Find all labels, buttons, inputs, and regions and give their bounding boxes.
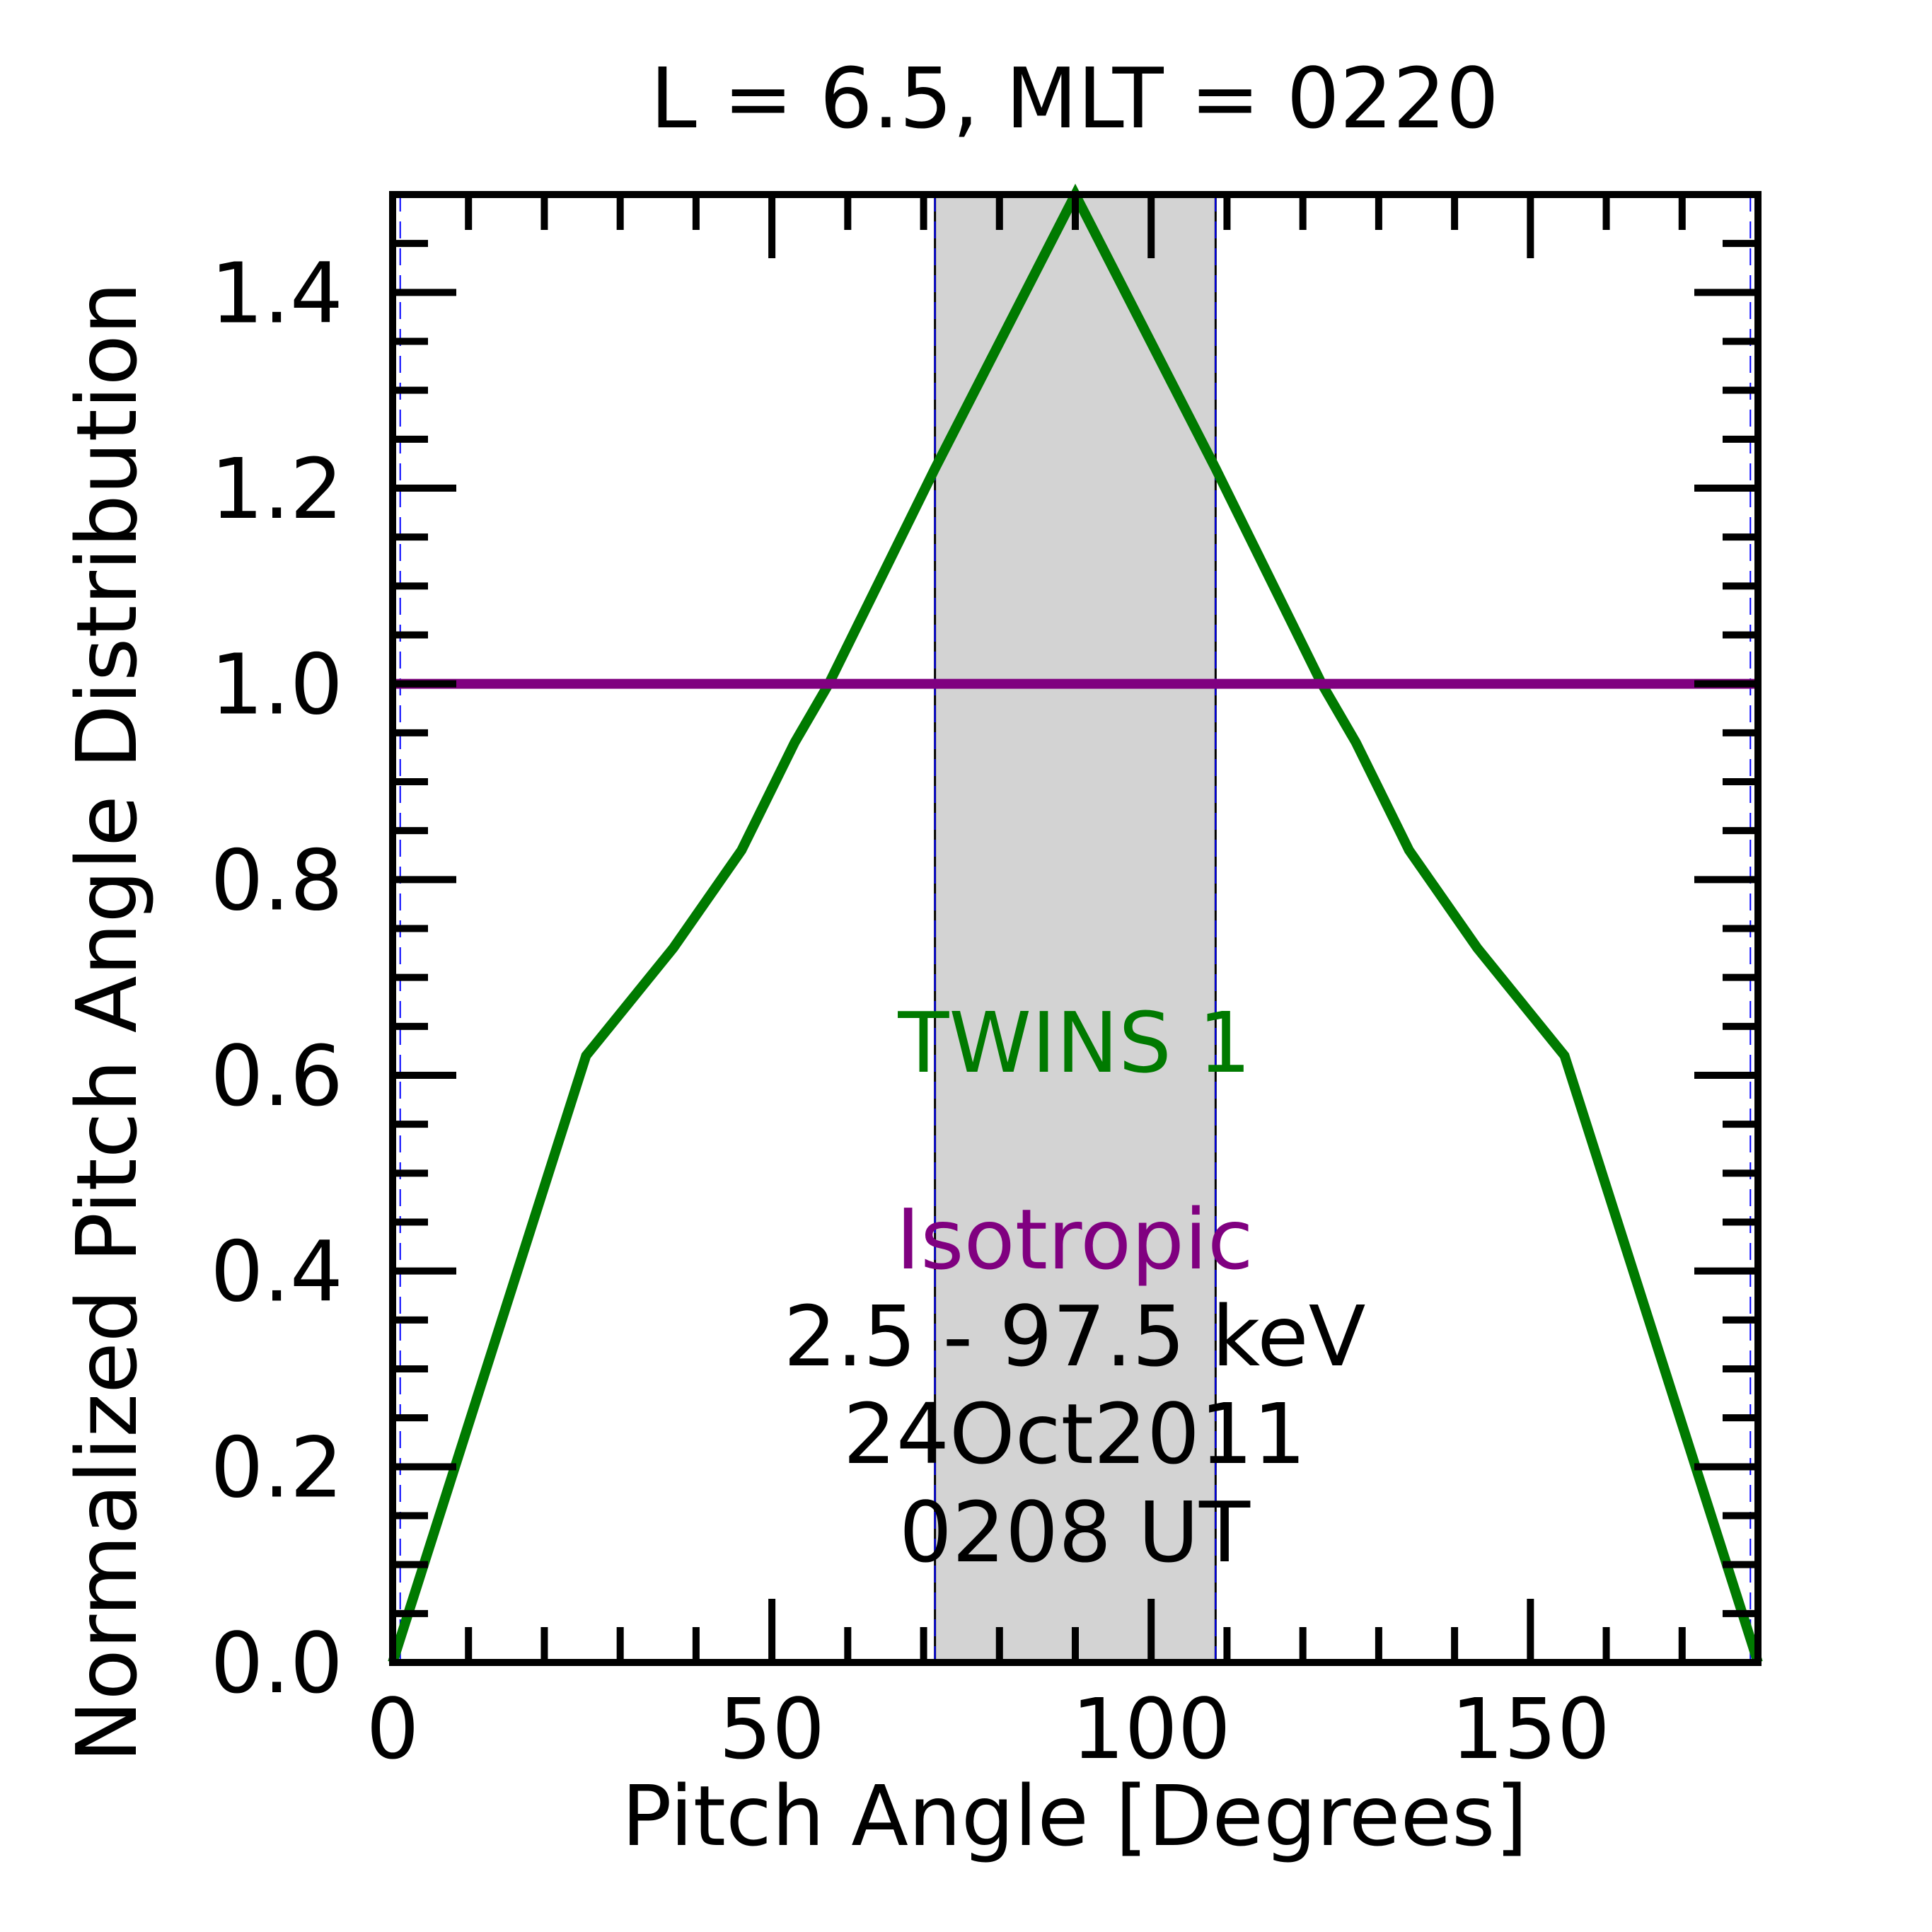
tick-labels: 0 50 100 150 0.0 0.2 0.4 0.6 0.8 1.0 1.2 1.4 — [210, 244, 1610, 1778]
energy-range-label: 2.5 - 97.5 keV — [784, 1288, 1366, 1385]
y-tick-label-1: 0.2 — [210, 1418, 343, 1516]
y-tick-label-6: 1.2 — [210, 440, 343, 538]
x-tick-label-2: 100 — [1072, 1680, 1231, 1778]
x-tick-label-1: 50 — [719, 1680, 825, 1778]
date-label: 24Oct2011 — [843, 1385, 1306, 1483]
y-tick-label-3: 0.6 — [210, 1027, 343, 1125]
legend-twins-1: TWINS 1 — [897, 994, 1251, 1092]
legend-isotropic: Isotropic — [896, 1191, 1253, 1288]
y-tick-label-4: 0.8 — [210, 831, 343, 929]
x-tick-label-0: 0 — [366, 1680, 419, 1778]
y-tick-label-2: 0.4 — [210, 1223, 343, 1321]
shaded-region — [935, 195, 1216, 1662]
y-tick-label-7: 1.4 — [210, 244, 343, 342]
y-tick-label-0: 0.0 — [210, 1614, 343, 1712]
x-tick-label-3: 150 — [1451, 1680, 1610, 1778]
y-tick-label-5: 1.0 — [210, 636, 343, 734]
y-axis-label: Normalized Pitch Angle Distribution — [58, 282, 156, 1762]
time-label: 0208 UT — [899, 1483, 1251, 1581]
chart-title: L = 6.5, MLT = 0220 — [650, 50, 1499, 147]
x-axis-label: Pitch Angle [Degrees] — [621, 1767, 1527, 1865]
axis-ticks — [389, 191, 1762, 1666]
